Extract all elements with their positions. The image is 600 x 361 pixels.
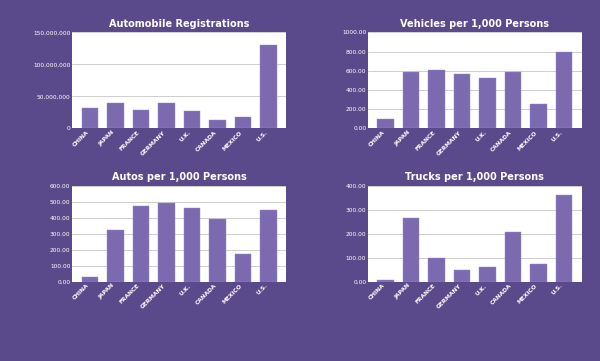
Title: Vehicles per 1,000 Persons: Vehicles per 1,000 Persons: [400, 19, 550, 29]
Bar: [377, 119, 394, 128]
Bar: [158, 203, 175, 282]
Bar: [403, 218, 419, 282]
Bar: [556, 52, 572, 128]
Bar: [505, 232, 521, 282]
Bar: [209, 218, 226, 282]
Bar: [82, 277, 98, 282]
Bar: [505, 72, 521, 128]
Bar: [377, 280, 394, 282]
Bar: [235, 117, 251, 128]
Bar: [260, 210, 277, 282]
Title: Automobile Registrations: Automobile Registrations: [109, 19, 250, 29]
Bar: [209, 120, 226, 128]
Bar: [133, 110, 149, 128]
Bar: [107, 103, 124, 128]
Bar: [107, 230, 124, 282]
Bar: [184, 111, 200, 128]
Bar: [479, 267, 496, 282]
Bar: [184, 208, 200, 282]
Bar: [530, 264, 547, 282]
Title: Autos per 1,000 Persons: Autos per 1,000 Persons: [112, 172, 247, 182]
Bar: [556, 195, 572, 282]
Bar: [454, 74, 470, 128]
Bar: [428, 70, 445, 128]
Title: Trucks per 1,000 Persons: Trucks per 1,000 Persons: [406, 172, 544, 182]
Bar: [479, 78, 496, 128]
Bar: [158, 103, 175, 128]
Bar: [454, 270, 470, 282]
Bar: [235, 255, 251, 282]
Bar: [428, 258, 445, 282]
Bar: [260, 45, 277, 128]
Bar: [133, 206, 149, 282]
Bar: [530, 104, 547, 128]
Bar: [82, 108, 98, 128]
Bar: [403, 72, 419, 128]
